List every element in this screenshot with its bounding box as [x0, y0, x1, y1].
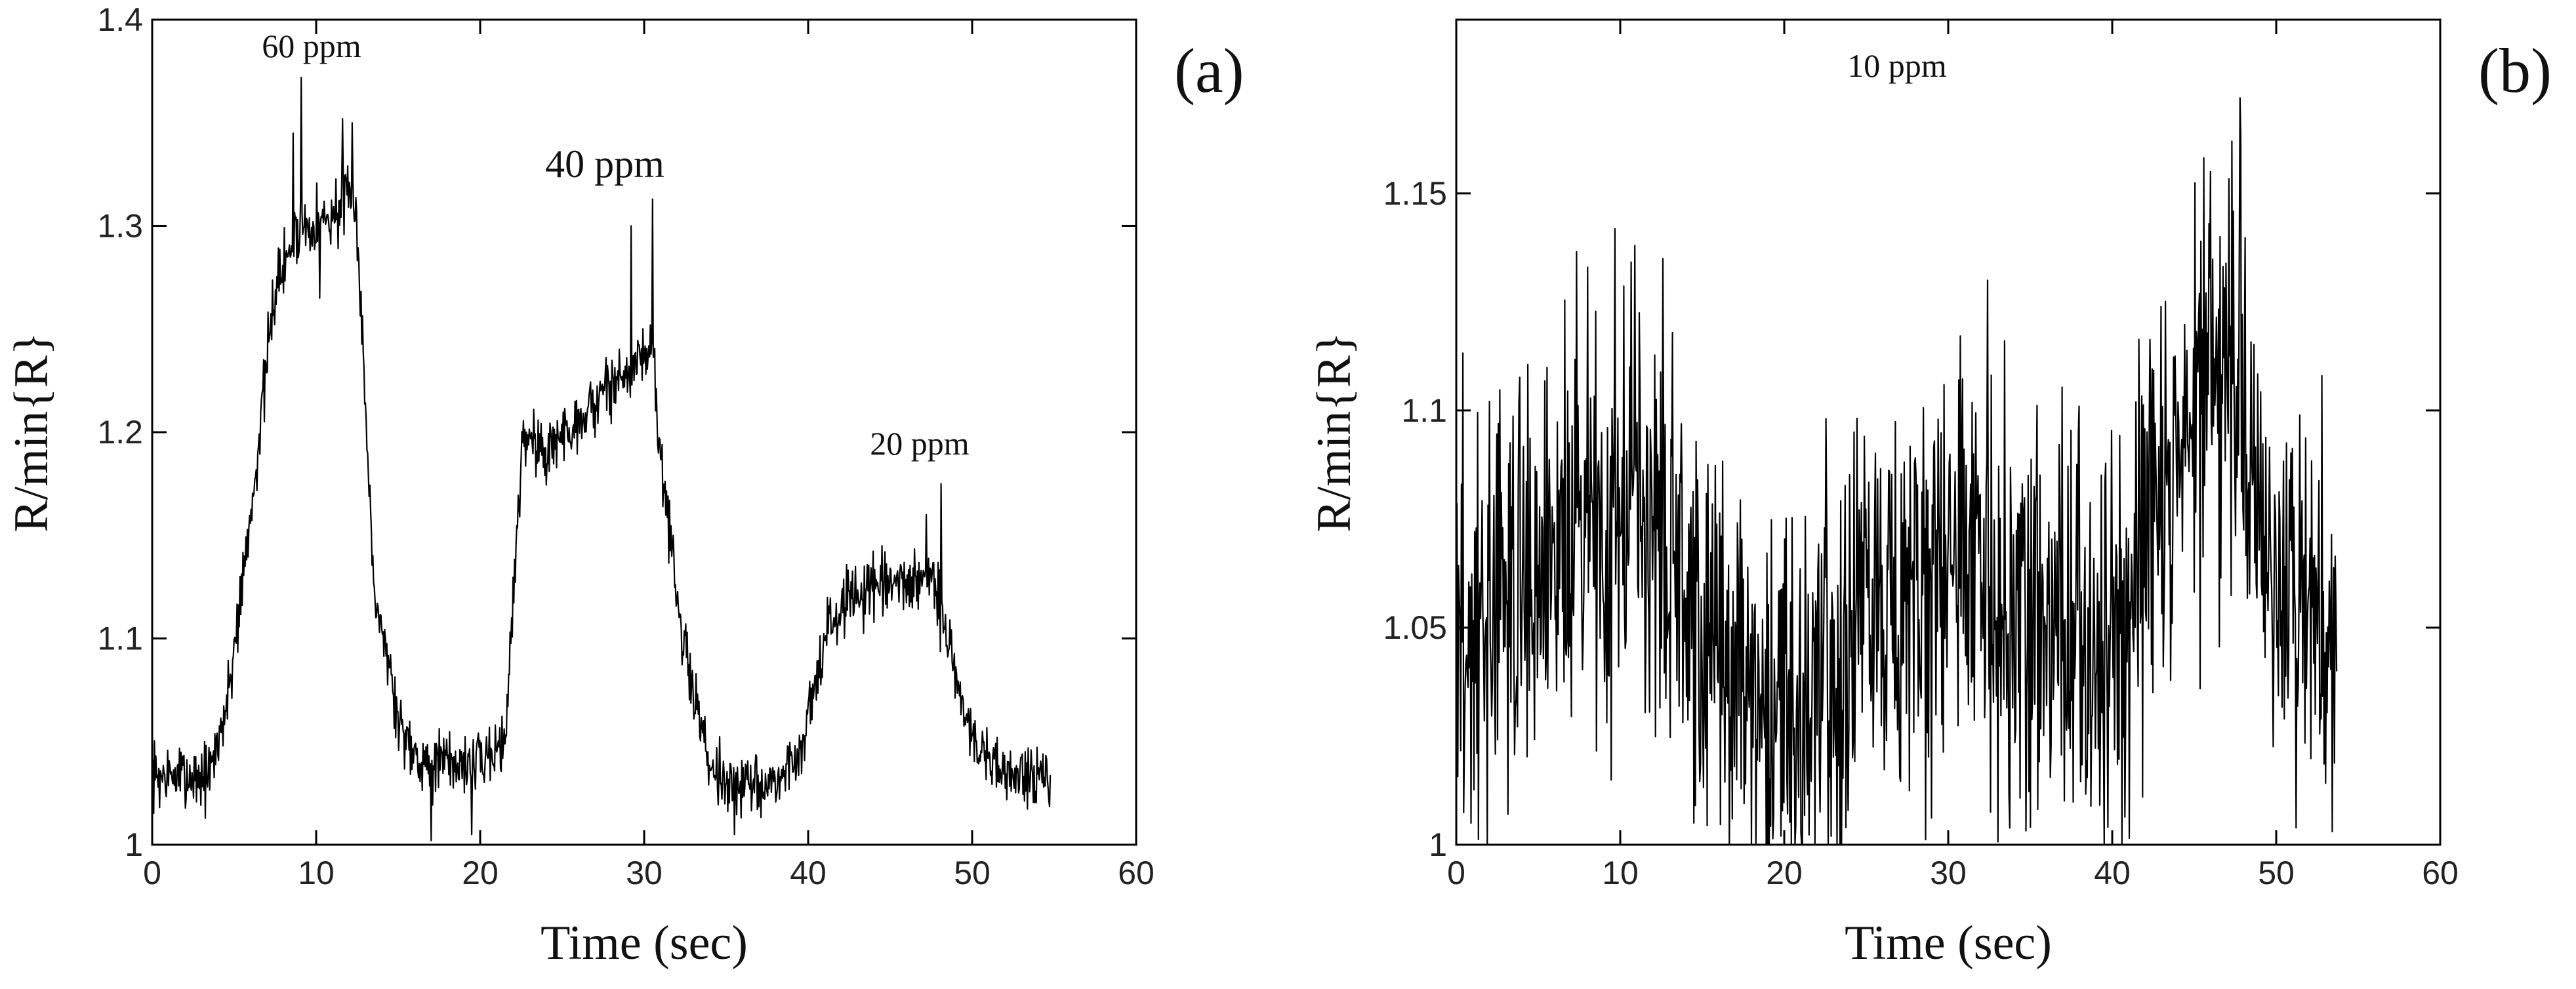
panel-b-y-tick-label: 1	[1429, 826, 1447, 863]
panel-b-y-axis-label: R/min{R}	[1307, 332, 1361, 532]
panel-a-series-line	[151, 77, 1052, 841]
panel-b-series-line	[1455, 97, 2338, 846]
panel-b-x-axis-label: Time (sec)	[1845, 916, 2052, 970]
panel-a-x-tick-label: 60	[1118, 855, 1155, 891]
chart-panel-a: 0 10 20 30 40 50 60 1 1.1 1.2 1.3 1.4 Time (sec) R/…	[5, 1, 1244, 970]
panel-a-x-tick-label: 10	[298, 855, 335, 891]
panel-b-x-tick-label: 40	[2094, 855, 2131, 891]
panel-a-x-axis-label: Time (sec)	[541, 916, 748, 970]
panel-a-tag: (a)	[1174, 35, 1244, 106]
panel-a-y-tick-label: 1.4	[97, 1, 143, 38]
panel-a-annotation-60ppm: 60 ppm	[262, 28, 361, 64]
panel-b-plot-area	[1455, 97, 2338, 846]
panel-b-x-tick-label: 50	[2258, 855, 2295, 891]
panel-b-x-tick-label: 0	[1447, 855, 1465, 891]
panel-b-annotation-10ppm: 10 ppm	[1847, 47, 1947, 84]
panel-b-x-tick-label: 20	[1766, 855, 1803, 891]
panel-b-x-tick-label: 60	[2422, 855, 2459, 891]
chart-panel-b: 0 10 20 30 40 50 60 1 1.05 1.1 1.15 Time (sec) R/m…	[1307, 18, 2552, 970]
panel-b-x-tick-label: 10	[1602, 855, 1639, 891]
panel-a-x-tick-label: 20	[462, 855, 499, 891]
panel-b-ticks: 0 10 20 30 40 50 60 1 1.05 1.1 1.15	[1383, 20, 2459, 891]
panel-a-y-tick-label: 1.2	[97, 414, 143, 451]
panel-b-y-tick-label: 1.1	[1401, 392, 1447, 429]
panel-a-annotation-40ppm: 40 ppm	[545, 142, 664, 186]
panel-a-x-tick-label: 30	[626, 855, 663, 891]
panel-a-y-tick-label: 1.3	[97, 208, 143, 245]
panel-a-ticks: 0 10 20 30 40 50 60 1 1.1 1.2 1.3 1.4	[97, 1, 1154, 891]
panel-b-tag: (b)	[2478, 35, 2552, 106]
panel-a-plot-area	[151, 77, 1052, 841]
panel-a-x-tick-label: 40	[790, 855, 827, 891]
panel-a-x-tick-label: 50	[954, 855, 991, 891]
panel-a-x-tick-label: 0	[143, 855, 161, 891]
panel-b-y-tick-label: 1.15	[1383, 175, 1447, 212]
panel-a-y-axis-label: R/min{R}	[5, 332, 58, 532]
panel-b-x-tick-label: 30	[1930, 855, 1967, 891]
panel-a-annotation-20ppm: 20 ppm	[870, 425, 970, 462]
panel-a-y-tick-label: 1	[125, 826, 143, 863]
panel-b-y-tick-label: 1.05	[1383, 609, 1447, 646]
panel-a-y-tick-label: 1.1	[97, 620, 143, 657]
